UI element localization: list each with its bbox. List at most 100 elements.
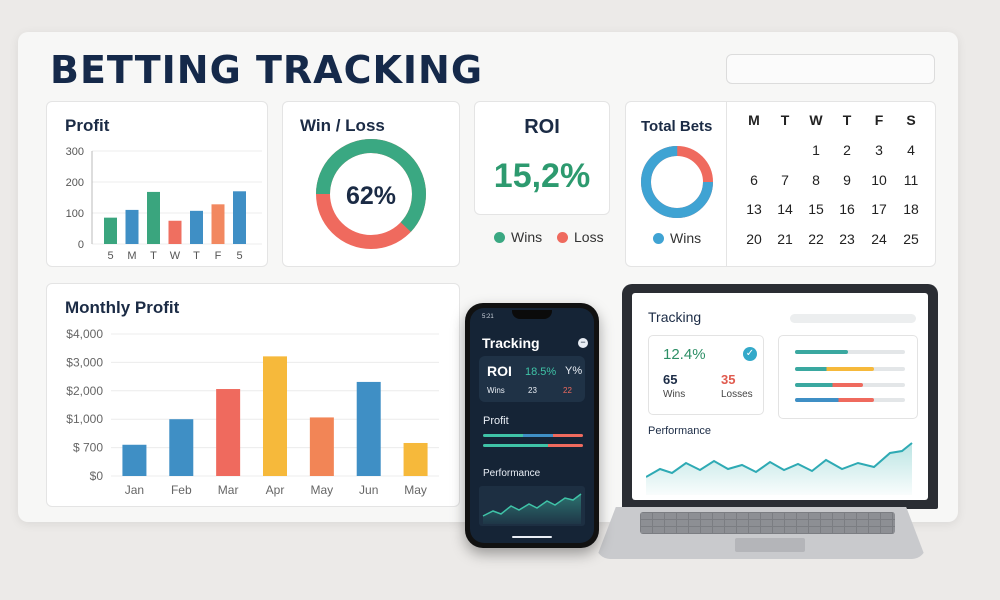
y-tick-label: $3,000	[66, 355, 103, 369]
progress-bar	[795, 367, 905, 371]
profit-bar	[125, 209, 139, 244]
calendar-day[interactable]: 24	[871, 230, 887, 247]
calendar-day[interactable]: 7	[781, 171, 789, 188]
y-tick-label: 200	[66, 177, 84, 189]
profit-bar	[211, 204, 225, 244]
calendar-day[interactable]: 3	[875, 142, 883, 158]
phone-title: Tracking	[482, 335, 540, 351]
total-bets-legend-label: Wins	[670, 230, 702, 246]
laptop-losses-value: 35	[721, 372, 736, 387]
monthly-bar	[122, 444, 147, 476]
calendar-weekday-header: S	[906, 112, 916, 128]
monthly-bar	[263, 356, 287, 476]
calendar-day[interactable]: 13	[746, 201, 762, 217]
profit-bar	[104, 217, 117, 244]
total-bets-title: Total Bets	[641, 118, 713, 135]
phone-roi-extra: Y%	[565, 365, 583, 377]
calendar-day[interactable]: 15	[808, 201, 824, 217]
phone-performance-label: Performance	[483, 468, 541, 479]
monthly-profit-title: Monthly Profit	[65, 298, 180, 317]
roi-card: ROI 15,2%	[474, 101, 610, 215]
calendar-day[interactable]: 4	[907, 142, 915, 158]
phone-home-indicator[interactable]	[512, 536, 552, 538]
y-tick-label: 100	[66, 208, 84, 220]
phone-performance-chart	[479, 486, 585, 526]
phone-profit-label: Profit	[483, 415, 509, 427]
phone-wins-value: 23	[528, 386, 537, 395]
phone-notch	[512, 310, 552, 319]
x-tick-label: 5	[236, 250, 242, 262]
page-title: BETTING TRACKING	[50, 48, 484, 92]
winloss-card-title: Win / Loss	[300, 116, 385, 135]
y-tick-label: $2,000	[66, 384, 103, 398]
phone: 5:21 Tracking − ROI 18.5% Y% Wins 23 22 …	[465, 303, 599, 548]
monthly-profit-card: Monthly Profit $4,000 $3,000 $2,000 $1,000 $…	[46, 283, 460, 507]
x-tick-label: M	[127, 250, 136, 262]
calendar-day[interactable]: 14	[777, 201, 793, 217]
calendar-day[interactable]: 11	[903, 171, 919, 188]
phone-profit-bar	[483, 434, 583, 437]
laptop-title: Tracking	[648, 309, 702, 325]
search-input[interactable]	[726, 54, 935, 84]
profit-card: Profit 300 200 100 0 5 M T W T F 5	[46, 101, 268, 267]
loss-dot-icon	[557, 231, 568, 243]
x-tick-label: T	[193, 250, 200, 262]
phone-status-time: 5:21	[482, 314, 494, 320]
phone-wins-label: Wins	[487, 386, 505, 395]
phone-loss-value: 22	[563, 386, 572, 395]
total-bets-legend: Wins	[653, 230, 701, 246]
laptop-keyboard	[640, 512, 895, 534]
monthly-bar	[216, 389, 241, 476]
laptop-search-bar[interactable]	[790, 314, 916, 323]
calendar-day[interactable]: 18	[903, 201, 919, 217]
x-tick-label: Jun	[359, 483, 378, 497]
calendar-day[interactable]: 6	[750, 171, 758, 188]
phone-roi-label: ROI	[487, 363, 512, 379]
winloss-win-slice	[316, 139, 426, 249]
calendar-day[interactable]: 10	[871, 171, 887, 188]
calendar-day[interactable]: 9	[843, 171, 851, 188]
laptop-performance-label: Performance	[648, 425, 711, 437]
calendar-day[interactable]: 1	[812, 142, 820, 158]
profit-bar	[168, 220, 182, 244]
calendar-weekday-header: F	[874, 112, 884, 128]
calendar-weekday-header: W	[809, 112, 823, 128]
y-tick-label: $ 700	[73, 441, 103, 455]
calendar-day[interactable]: 17	[871, 201, 887, 217]
roi-value: 15,2%	[493, 157, 591, 195]
calendar-day[interactable]: 20	[746, 230, 762, 247]
wins-dot-icon	[653, 232, 664, 244]
phone-roi-value: 18.5%	[525, 366, 557, 378]
calendar-weekday-header: M	[748, 112, 760, 128]
calendar-day[interactable]: 8	[812, 171, 820, 188]
winloss-percent: 62%	[345, 182, 397, 210]
calendar-day[interactable]: 21	[777, 230, 793, 247]
profit-bar	[233, 191, 246, 244]
calendar-day[interactable]: 22	[808, 230, 824, 247]
calendar-day[interactable]: 25	[903, 230, 919, 247]
total-bets-win-slice	[641, 146, 713, 218]
progress-bar	[795, 398, 905, 402]
monthly-bar	[356, 381, 381, 476]
x-tick-label: May	[404, 483, 427, 497]
monthly-profit-chart: $4,000 $3,000 $2,000 $1,000 $ 700 $0 Jan Feb Mar…	[66, 327, 439, 497]
phone-menu-icon[interactable]: −	[578, 338, 588, 348]
total-bets-card: Total Bets Wins M T W T F S 1 2 3 4 6 7 8 9 10 11 13 14 15…	[625, 101, 936, 267]
roi-legend-wins: Wins	[494, 229, 542, 245]
calendar-day[interactable]: 23	[839, 230, 855, 247]
x-tick-label: May	[311, 483, 334, 497]
roi-card-title: ROI	[524, 116, 560, 138]
calendar-day[interactable]: 2	[843, 142, 851, 158]
laptop-stats-card: 12.4% ✓ 65 Wins 35 Losses	[648, 335, 764, 415]
calendar-day[interactable]: 16	[839, 201, 855, 217]
monthly-bar	[309, 417, 334, 476]
calendar-weekday-header: T	[842, 112, 852, 128]
y-tick-label: $0	[90, 469, 104, 483]
x-tick-label: Feb	[171, 483, 192, 497]
x-tick-label: Mar	[218, 483, 239, 497]
calendar-weekday-header: T	[780, 112, 790, 128]
y-tick-label: $1,000	[66, 412, 103, 426]
x-tick-label: W	[170, 250, 181, 262]
laptop-trackpad[interactable]	[735, 538, 805, 552]
